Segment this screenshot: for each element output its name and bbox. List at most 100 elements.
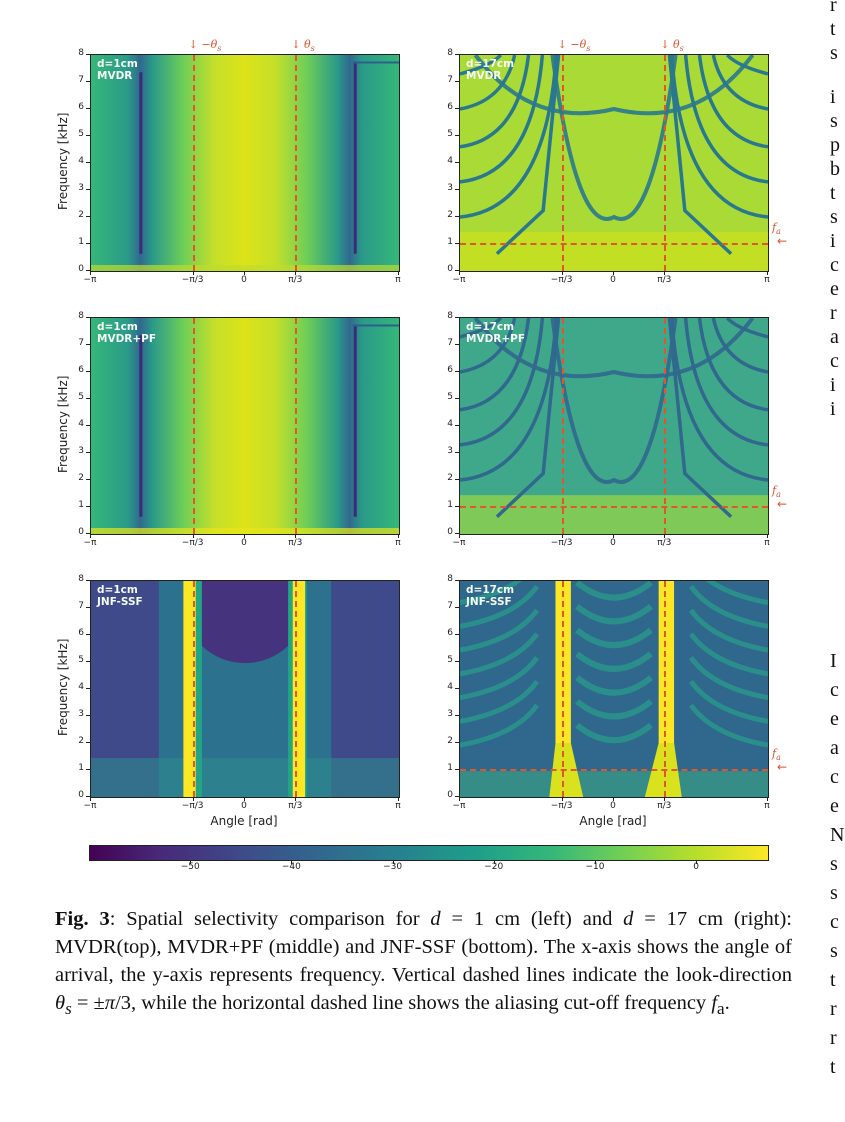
heatmap-mark (183, 581, 196, 797)
heatmap-mark (460, 608, 540, 653)
panel-tag: d=1cm MVDR+PF (97, 321, 156, 345)
x-tick-label: π/3 (657, 538, 672, 548)
y-tick-mark (86, 715, 90, 716)
panel-tag-method: MVDR+PF (466, 333, 526, 345)
colorbar-tick-label: −30 (383, 862, 403, 872)
y-tick-mark (86, 479, 90, 480)
neg-theta-label: ↓ −θs (188, 38, 222, 54)
fa-label: fa (772, 484, 781, 500)
heatmap-mark (495, 318, 561, 518)
x-tick-label: 0 (241, 538, 247, 548)
x-tick-mark (561, 534, 563, 538)
heatmap-mark (460, 771, 768, 797)
look-direction-neg-line (192, 318, 195, 534)
x-tick-label: π/3 (288, 275, 303, 285)
heatmap-mark (725, 55, 768, 76)
heatmap-mark (460, 584, 540, 629)
y-tick-mark (455, 715, 459, 716)
x-tick-label: π/3 (288, 801, 303, 811)
heatmap-mark (91, 528, 399, 534)
y-tick-mark (86, 452, 90, 453)
heatmap-mark (495, 55, 561, 255)
look-direction-pos-line (664, 318, 667, 534)
y-tick-label: 5 (447, 392, 453, 402)
y-tick-label: 7 (447, 338, 453, 348)
x-tick-label: −π (83, 538, 97, 548)
heatmap-mark (460, 656, 540, 701)
y-tick-mark (86, 398, 90, 399)
panel-tag-spacing: d=17cm (466, 321, 515, 333)
panel-tag-spacing: d=1cm (97, 584, 138, 596)
heatmap-mark (460, 55, 558, 219)
y-tick-label: 6 (447, 365, 453, 375)
y-tick-label: 4 (447, 682, 453, 692)
y-tick-mark (86, 533, 90, 534)
y-tick-label: 2 (447, 210, 453, 220)
x-tick-mark (398, 271, 399, 275)
x-tick-mark (767, 797, 768, 801)
side-text-char: c (830, 911, 839, 933)
heatmap-mark (688, 679, 768, 724)
x-tick-mark (244, 271, 245, 275)
y-tick-mark (455, 607, 459, 608)
y-tick-label: 0 (78, 264, 84, 274)
side-text-char: b (830, 158, 840, 180)
y-tick-mark (455, 479, 459, 480)
y-tick-mark (86, 796, 90, 797)
x-tick-label: −π (452, 275, 466, 285)
y-tick-mark (455, 216, 459, 217)
heatmap-mark (460, 55, 503, 76)
y-tick-mark (86, 162, 90, 163)
colorbar-tick-mark (696, 860, 698, 864)
fa-arrow-icon: ← (777, 234, 788, 248)
y-tick-mark (86, 742, 90, 743)
x-tick-mark (561, 797, 563, 801)
heatmap-mark (683, 318, 768, 447)
y-tick-label: 7 (78, 75, 84, 85)
side-text-char: e (830, 708, 839, 730)
side-text-char: t (830, 182, 836, 204)
x-tick-mark (459, 534, 460, 538)
x-tick-mark (613, 271, 614, 275)
side-text-char: a (830, 737, 839, 759)
x-tick-mark (398, 534, 399, 538)
y-tick-label: 4 (447, 419, 453, 429)
y-tick-label: 1 (78, 763, 84, 773)
heatmap-mark (353, 61, 357, 254)
pos-theta-label: ↓ θs (660, 38, 684, 54)
x-tick-label: −π/3 (181, 801, 204, 811)
y-tick-mark (455, 425, 459, 426)
x-tick-label: 0 (610, 538, 616, 548)
heatmap-mark (353, 324, 357, 517)
y-tick-mark (86, 580, 90, 581)
heatmap-mark (352, 61, 399, 64)
side-text-char: r (830, 302, 837, 324)
x-tick-label: 0 (610, 801, 616, 811)
y-tick-label: 8 (447, 311, 453, 321)
x-tick-mark (244, 797, 245, 801)
neg-theta-label: ↓ −θs (557, 38, 591, 54)
heatmap-mark (91, 265, 399, 271)
y-tick-label: 7 (447, 601, 453, 611)
side-text-char: s (830, 853, 838, 875)
y-tick-label: 8 (78, 48, 84, 58)
y-tick-label: 4 (78, 156, 84, 166)
panel-tag-spacing: d=17cm (466, 58, 515, 70)
look-direction-pos-line (295, 318, 298, 534)
y-tick-mark (455, 634, 459, 635)
y-tick-label: 6 (78, 102, 84, 112)
y-tick-mark (86, 317, 90, 318)
heatmap-image (460, 581, 768, 797)
heatmap-mark (711, 318, 768, 374)
y-tick-mark (86, 769, 90, 770)
x-tick-label: π (395, 538, 401, 548)
side-text-char: s (830, 42, 838, 64)
y-tick-mark (86, 607, 90, 608)
y-tick-mark (455, 452, 459, 453)
side-text-char: c (830, 350, 839, 372)
x-tick-label: 0 (241, 275, 247, 285)
look-direction-pos-line (295, 581, 298, 797)
panel-tag-method: MVDR+PF (97, 333, 157, 345)
y-tick-mark (455, 688, 459, 689)
heatmap-mark (550, 318, 678, 484)
